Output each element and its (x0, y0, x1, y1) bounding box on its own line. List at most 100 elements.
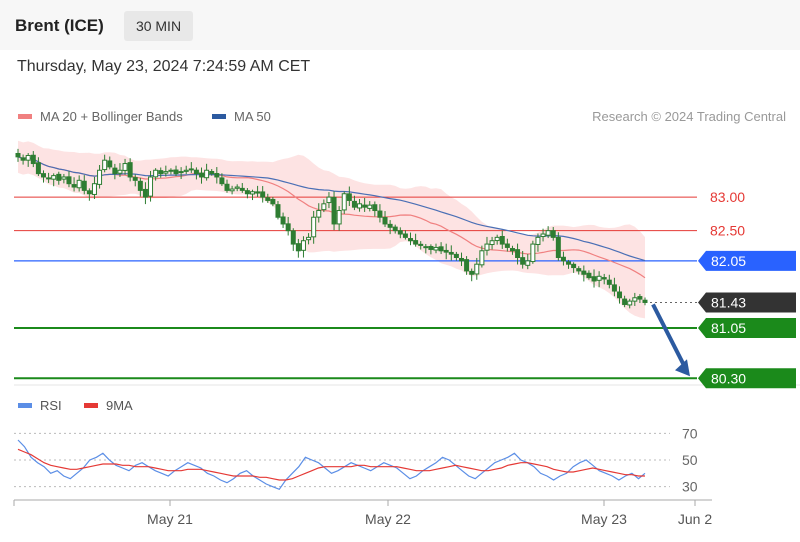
research-credit: Research © 2024 Trading Central (592, 109, 786, 124)
candle-body (372, 204, 378, 212)
candle-body (249, 191, 255, 195)
candle-body (545, 230, 551, 236)
level-label-83-00: 83.00 (710, 189, 745, 205)
candle-body (448, 251, 454, 255)
candle-body (423, 246, 429, 249)
candle-body (86, 190, 92, 195)
candle-body (173, 169, 179, 175)
candle-body (158, 170, 164, 175)
candle-body (387, 223, 393, 228)
candle-body (102, 159, 108, 171)
level-label-82-05: 82.05 (711, 253, 746, 269)
candle-body (627, 300, 633, 306)
candle-body (163, 171, 169, 174)
candle-body (153, 169, 159, 178)
candle-body (15, 152, 21, 158)
candle-body (601, 277, 607, 280)
candle-body (326, 196, 332, 204)
candle-body (555, 236, 561, 258)
candle-body (265, 197, 271, 201)
candle-body (474, 263, 480, 275)
candle-body (61, 176, 67, 180)
timeframe-button[interactable]: 30 MIN (124, 11, 193, 41)
candle-body (290, 230, 296, 245)
level-tag-81-05 (698, 317, 796, 338)
candle-body (40, 173, 46, 178)
ma50-line (17, 156, 646, 262)
candle-body (515, 249, 521, 259)
candle-body (199, 172, 205, 178)
rsi-tick-label-70: 70 (682, 425, 698, 441)
candle-body (255, 191, 261, 194)
ma20-label: MA 20 + Bollinger Bands (40, 109, 183, 124)
candle-body (168, 169, 174, 172)
candle-body (443, 249, 449, 253)
candle-body (71, 184, 77, 188)
candle-body (142, 188, 148, 198)
candle-body (300, 240, 306, 251)
candle-body (25, 155, 31, 161)
level-tag-81-43 (698, 292, 796, 313)
legend-rsi-ma: 9MA (84, 398, 133, 413)
candle-body (239, 187, 245, 191)
level-label-81-05: 81.05 (711, 320, 746, 336)
candle-body (413, 240, 419, 245)
candle-body (586, 272, 592, 279)
candle-body (576, 268, 582, 272)
candle-body (270, 198, 276, 205)
rsi-ma-line (17, 448, 645, 481)
candle-body (127, 162, 133, 178)
candle-body (117, 169, 123, 174)
instrument-title: Brent (ICE) (15, 16, 104, 35)
candle-body (209, 171, 215, 175)
candle-body (76, 179, 82, 189)
candle-body (234, 186, 240, 189)
candle-body (622, 298, 628, 305)
candle-body (81, 180, 87, 191)
candle-body (632, 297, 638, 302)
candle-body (509, 248, 515, 252)
candle-body (402, 233, 408, 238)
ma20-swatch (18, 114, 32, 120)
candle-body (56, 173, 62, 181)
candle-body (341, 193, 347, 211)
candle-body (280, 216, 286, 225)
candle-body (637, 296, 643, 300)
candle-body (520, 257, 526, 265)
candle-body (66, 176, 72, 185)
rsi-label: RSI (40, 398, 62, 413)
candle-body (408, 238, 414, 242)
candle-body (397, 230, 403, 235)
candle-body (433, 246, 439, 251)
level-tag-82-05 (698, 250, 796, 271)
legend-rsi: RSI (18, 398, 62, 413)
x-tick-label: Jun 2 (678, 511, 712, 527)
candle-body (188, 168, 194, 171)
candle-body (112, 167, 118, 175)
candle-body (30, 154, 36, 165)
candle-body (469, 270, 475, 275)
candle-body (560, 256, 566, 262)
candle-body (458, 257, 464, 262)
legend-ma50: MA 50 (212, 109, 271, 124)
candle-body (392, 226, 398, 232)
candle-body (178, 171, 184, 174)
candle-body (51, 175, 57, 180)
candle-body (494, 236, 500, 242)
candle-body (484, 243, 490, 251)
candle-body (535, 236, 541, 245)
candle-body (504, 243, 510, 248)
candle-body (351, 200, 357, 208)
candle-body (122, 163, 128, 171)
x-tick-label: May 23 (581, 511, 627, 527)
rsi-swatch (18, 403, 32, 409)
candle-body (132, 177, 138, 181)
candle-body (377, 210, 383, 218)
level-tag-80-30 (698, 368, 796, 389)
candle-body (382, 217, 388, 225)
candle-body (464, 259, 470, 272)
rsi-line (17, 439, 646, 491)
candle-body (418, 243, 424, 246)
level-label-80-30: 80.30 (711, 370, 746, 386)
